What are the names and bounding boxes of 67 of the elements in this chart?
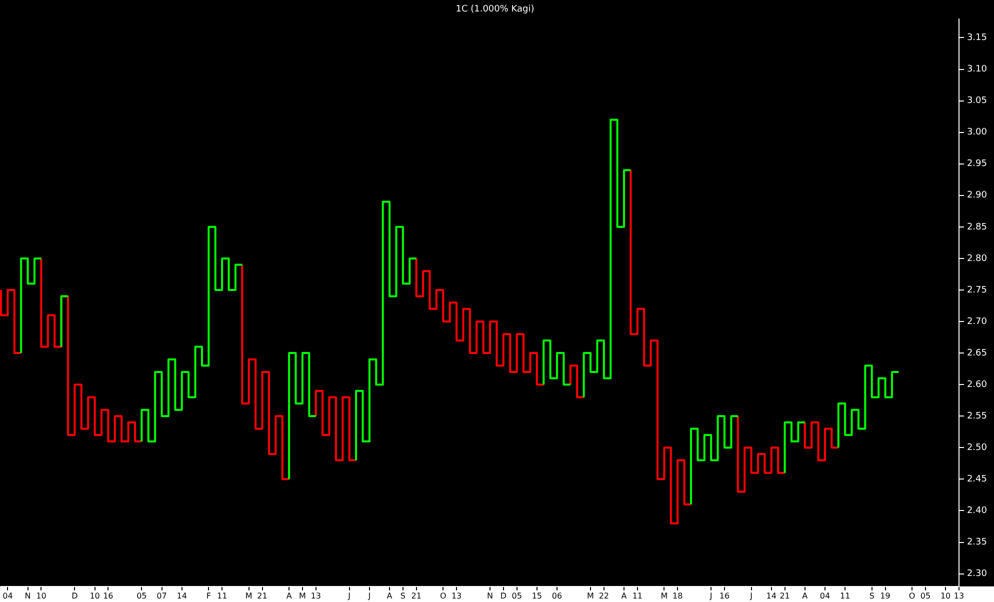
y-tick-label: 2.95 <box>966 159 988 170</box>
x-tick-label: 13 <box>310 591 321 600</box>
x-tick-label: 11 <box>216 591 228 600</box>
x-tick-label: 05 <box>920 591 931 600</box>
x-tick-label: 10 <box>36 591 46 600</box>
x-tick-label: D <box>72 591 78 600</box>
x-tick-label: N <box>487 591 494 600</box>
x-tick-label: A <box>621 591 628 600</box>
x-tick-label: 10 <box>90 591 100 600</box>
y-tick-label: 2.55 <box>966 411 988 422</box>
x-tick-label: 16 <box>719 591 730 600</box>
x-tick-label: N <box>24 591 31 600</box>
x-tick-label: 11 <box>632 591 642 600</box>
x-tick-label: S <box>400 591 406 600</box>
x-tick-label: 10 <box>940 591 951 600</box>
x-tick-label: 15 <box>532 591 542 600</box>
x-tick-label: S <box>869 591 874 600</box>
x-tick-label: 05 <box>512 591 522 600</box>
x-tick-label: 21 <box>411 591 422 600</box>
y-tick-label: 2.80 <box>966 254 988 264</box>
x-tick-label: 13 <box>954 591 964 600</box>
y-tick-label: 3.00 <box>966 128 988 138</box>
x-tick-label: 21 <box>780 591 790 600</box>
x-tick-label: 06 <box>552 591 562 600</box>
x-tick-label: O <box>440 591 446 600</box>
x-tick-label: J <box>749 591 752 600</box>
y-tick-label: 2.60 <box>966 380 988 390</box>
y-tick-label: 2.40 <box>966 506 988 516</box>
x-tick-label: A <box>802 591 808 600</box>
x-tick-label: A <box>286 591 292 600</box>
x-tick-label: 14 <box>766 591 776 600</box>
x-tick-label: A <box>386 591 393 600</box>
y-tick-label: 2.75 <box>966 285 988 296</box>
x-tick-label: M <box>660 591 668 600</box>
y-tick-label: 3.05 <box>966 96 988 106</box>
y-tick-label: 2.30 <box>966 569 988 580</box>
y-tick-label: 2.90 <box>966 190 988 201</box>
y-tick-label: 2.65 <box>966 348 988 358</box>
chart-title: 1C (1.000% Kagi) <box>456 4 534 15</box>
x-tick-label: O <box>908 591 916 600</box>
x-tick-label: 05 <box>136 591 147 600</box>
x-tick-label: 22 <box>598 591 610 600</box>
y-tick-label: 2.50 <box>966 442 988 453</box>
y-tick-label: 2.35 <box>966 538 988 548</box>
y-tick-label: 2.85 <box>966 222 988 232</box>
x-tick-label: M <box>587 591 594 600</box>
x-tick-label: J <box>367 591 371 600</box>
x-tick-label: 04 <box>820 591 830 600</box>
x-tick-label: F <box>206 591 212 600</box>
x-tick-label: M <box>299 591 306 600</box>
x-tick-label: 07 <box>156 591 167 600</box>
x-tick-label: 11 <box>840 591 850 600</box>
y-tick-label: 3.10 <box>966 64 988 75</box>
x-tick-label: M <box>245 591 252 600</box>
x-tick-label: J <box>347 591 351 600</box>
x-tick-label: 13 <box>451 591 462 600</box>
x-tick-label: 14 <box>176 591 187 600</box>
x-tick-label: 16 <box>103 591 114 600</box>
x-tick-label: 21 <box>257 591 268 600</box>
x-tick-label: 18 <box>672 591 683 600</box>
y-tick-label: 2.70 <box>966 316 988 327</box>
x-tick-label: 04 <box>2 591 13 600</box>
x-tick-label: D <box>500 591 507 600</box>
x-tick-label: J <box>708 591 712 600</box>
x-tick-label: 19 <box>880 591 890 600</box>
y-tick-label: 2.45 <box>966 474 988 485</box>
y-tick-label: 3.15 <box>966 33 988 44</box>
